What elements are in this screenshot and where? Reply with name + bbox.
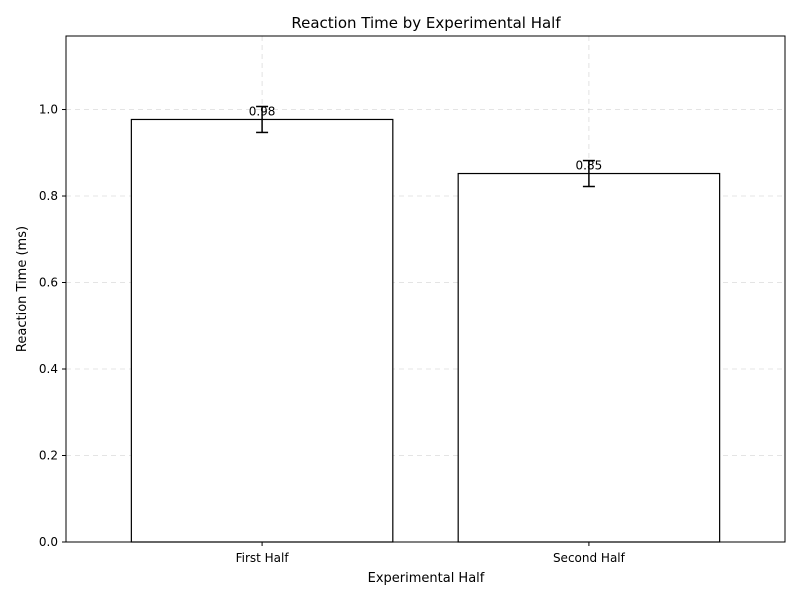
plot-frame [65, 35, 786, 543]
x-tick-label: Second Half [553, 551, 626, 565]
x-axis-label: Experimental Half [368, 571, 485, 586]
y-tick-label: 0.4 [39, 362, 58, 376]
data-labels: 0.98 0.85 [249, 104, 603, 172]
y-tick-label: 0.6 [39, 276, 58, 290]
y-axis-label: Reaction Time (ms) [15, 226, 30, 352]
error-bars [256, 105, 595, 188]
x-axis-ticks: First Half Second Half [236, 542, 626, 565]
y-tick-label: 0.2 [39, 449, 58, 463]
x-tick-label: First Half [236, 551, 290, 565]
data-label: 0.98 [249, 104, 276, 118]
chart-title: Reaction Time by Experimental Half [291, 14, 561, 32]
y-tick-label: 1.0 [39, 103, 58, 117]
bar [130, 118, 394, 543]
y-tick-label: 0.8 [39, 189, 58, 203]
y-axis-ticks: 0.0 0.2 0.4 0.6 0.8 1.0 [39, 103, 66, 549]
bar [457, 172, 721, 543]
bars [130, 118, 721, 543]
data-label: 0.85 [576, 159, 603, 173]
y-tick-label: 0.0 [39, 535, 58, 549]
